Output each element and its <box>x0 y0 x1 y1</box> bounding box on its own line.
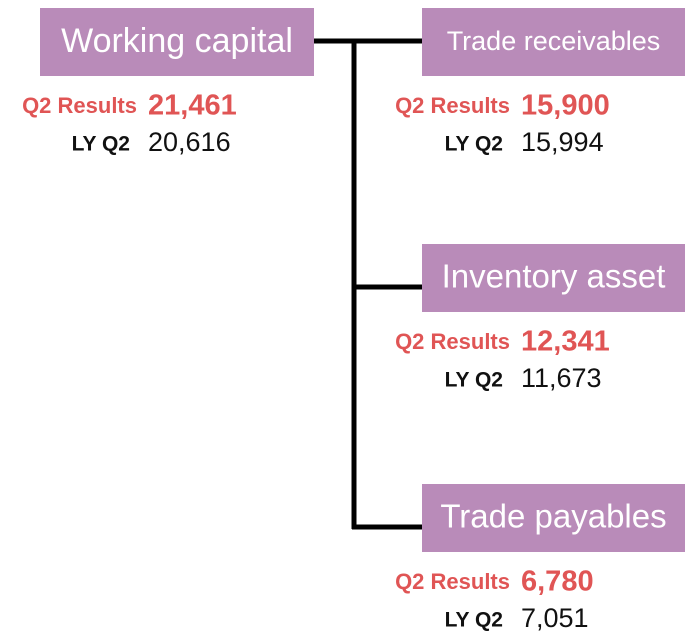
q2-label: Q2 Results <box>395 569 510 594</box>
node-label: Working capital <box>61 22 293 60</box>
ly-value: 20,616 <box>148 127 231 157</box>
ly-label: LY Q2 <box>445 133 503 156</box>
node-label: Trade receivables <box>447 26 661 56</box>
ly-label: LY Q2 <box>72 133 130 156</box>
q2-label: Q2 Results <box>395 93 510 118</box>
q2-value: 12,341 <box>521 326 610 358</box>
q2-value: 21,461 <box>148 90 237 122</box>
q2-label: Q2 Results <box>395 329 510 354</box>
q2-value: 15,900 <box>521 90 610 122</box>
node-box <box>40 8 314 76</box>
ly-value: 11,673 <box>521 363 602 393</box>
ly-label: LY Q2 <box>445 369 503 392</box>
node-box <box>422 8 685 76</box>
node-label: Trade payables <box>440 498 666 535</box>
ly-value: 7,051 <box>521 603 589 633</box>
ly-label: LY Q2 <box>445 609 503 632</box>
q2-value: 6,780 <box>521 566 594 598</box>
ly-value: 15,994 <box>521 127 604 157</box>
node-label: Inventory asset <box>442 258 666 295</box>
node-box <box>422 484 685 552</box>
node-box <box>422 244 685 312</box>
q2-label: Q2 Results <box>22 93 137 118</box>
connectors <box>314 38 422 530</box>
